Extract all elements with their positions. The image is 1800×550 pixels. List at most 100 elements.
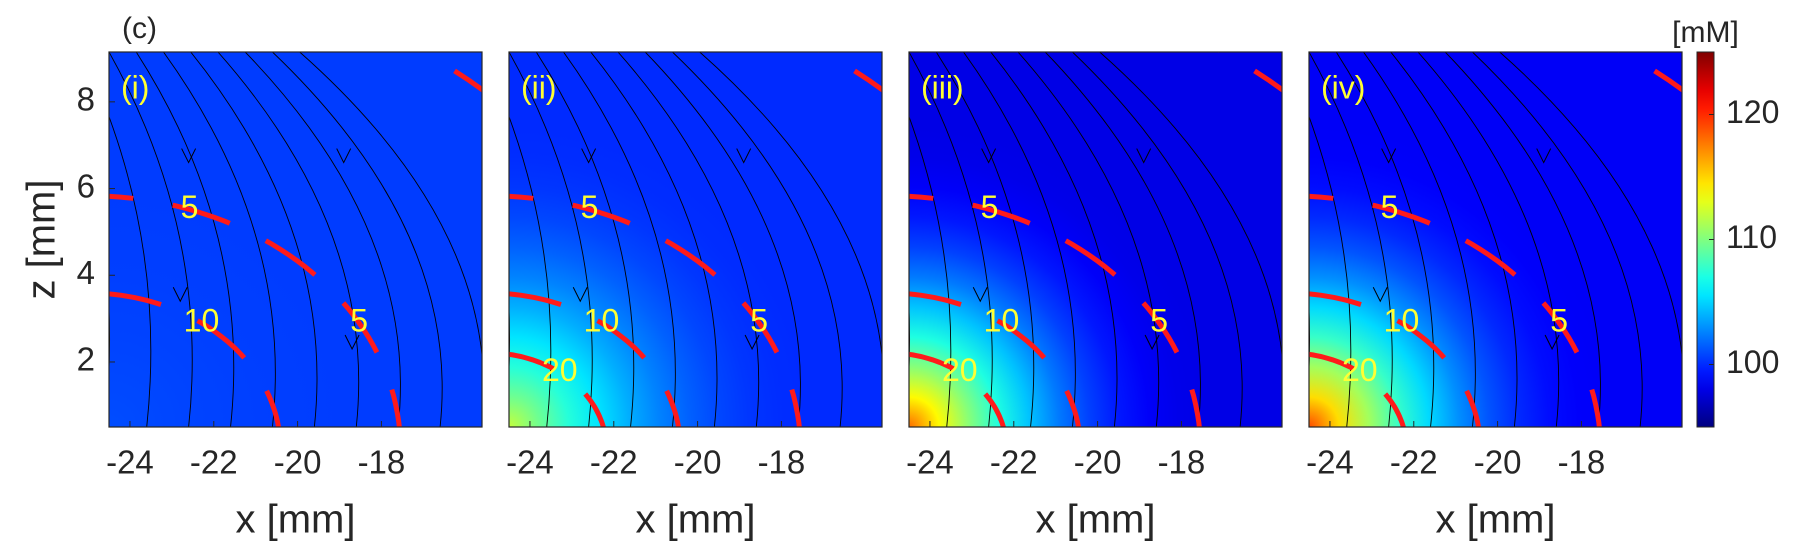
streamline (1309, 115, 1352, 427)
streamline (217, 52, 360, 427)
colorbar-label: [mM] (1672, 16, 1739, 49)
contour-label: 2 (1185, 16, 1203, 52)
stream-arrow (1381, 148, 1397, 164)
contour-line (509, 193, 802, 427)
streamline (644, 52, 801, 427)
contour-line (909, 351, 1006, 427)
streamline (190, 52, 318, 427)
streamline (672, 52, 843, 427)
x-tick-label: -20 (1474, 444, 1522, 481)
colorbar-tick-label: 110 (1726, 219, 1777, 255)
contour-label: 20 (1342, 352, 1378, 388)
streamline (1417, 52, 1560, 427)
contour-line (109, 291, 282, 427)
x-tick-label: -24 (506, 444, 554, 481)
stream-arrow (1144, 334, 1160, 351)
streamline (909, 52, 993, 427)
streamline (535, 52, 635, 427)
contour-line (509, 291, 682, 427)
streamline (1309, 52, 1393, 427)
contour-label: 10 (1384, 302, 1420, 338)
x-tick-label: -20 (674, 444, 722, 481)
contour-line (1309, 193, 1602, 427)
y-tick-label: 2 (77, 341, 95, 378)
y-tick-label: 4 (77, 254, 95, 291)
x-tick-label: -22 (190, 444, 238, 481)
streamline (244, 52, 401, 427)
plot-frame (908, 51, 1283, 428)
x-tick-label: -18 (758, 444, 806, 481)
stream-arrow (1136, 148, 1152, 164)
contour-label: 5 (981, 189, 999, 225)
contour-line (909, 193, 1202, 427)
streamline (1499, 52, 1682, 427)
stream-arrow (972, 287, 988, 303)
streamline (563, 52, 676, 427)
stream-arrow (1544, 334, 1560, 351)
stream-arrow (744, 334, 760, 351)
x-axis-label: x [mm] (636, 498, 756, 542)
contour-label: 5 (181, 189, 199, 225)
contour-label: 20 (542, 352, 578, 388)
contour-line (509, 351, 606, 427)
contour-line (1309, 291, 1482, 427)
streamline (1390, 52, 1518, 427)
streamline (1044, 52, 1201, 427)
y-tick-label: 8 (77, 81, 95, 118)
x-axis-label: x [mm] (1436, 498, 1556, 542)
panel-label: (ii) (521, 69, 557, 105)
panel-label: (iii) (921, 69, 964, 105)
stream-arrow (172, 287, 188, 303)
x-axis-label: x [mm] (236, 498, 356, 542)
stream-arrow (581, 148, 597, 164)
x-axis-label: x [mm] (1036, 498, 1156, 542)
contour-label: 5 (1381, 189, 1399, 225)
streamline (299, 52, 482, 427)
streamline (135, 52, 235, 427)
contour-label: 20 (942, 352, 978, 388)
x-tick-label: -24 (106, 444, 154, 481)
streamline (509, 52, 593, 427)
streamline (963, 52, 1076, 427)
contour-label: 5 (750, 302, 768, 338)
stream-arrow (981, 148, 997, 164)
stream-arrow (1372, 287, 1388, 303)
x-tick-label: -20 (1074, 444, 1122, 481)
contour-line (109, 193, 402, 427)
figure-label: (c) (122, 12, 157, 45)
x-tick-label: -18 (358, 444, 406, 481)
streamline (109, 52, 193, 427)
streamline (509, 115, 552, 427)
stream-arrow (1536, 148, 1552, 164)
x-tick-label: -24 (1306, 444, 1354, 481)
panel-label: (i) (121, 69, 149, 105)
streamline (699, 52, 882, 427)
streamline (109, 115, 152, 427)
plot-frame (1308, 51, 1683, 428)
streamline (1099, 52, 1282, 427)
contour-label: 2 (1585, 16, 1603, 52)
plot-layer: 2 5 5 10 (109, 16, 482, 427)
contour-line (1309, 351, 1406, 427)
streamline (935, 52, 1035, 427)
contour-label: 10 (984, 302, 1020, 338)
contour-label: 2 (385, 16, 403, 52)
stream-arrow (344, 334, 360, 351)
y-axis-label: z [mm] (20, 180, 64, 300)
stream-arrow (572, 287, 588, 303)
colorbar-tick-label: 120 (1726, 94, 1779, 130)
contour-label: 5 (1550, 302, 1568, 338)
streamline (1072, 52, 1243, 427)
y-tick-label: 6 (77, 167, 95, 204)
stream-arrow (181, 148, 197, 164)
streamline (1444, 52, 1601, 427)
contour-label: 5 (1150, 302, 1168, 338)
streamline (1017, 52, 1160, 427)
contour-line (909, 291, 1082, 427)
x-tick-label: -22 (590, 444, 638, 481)
streamline (990, 52, 1118, 427)
x-tick-label: -22 (1390, 444, 1438, 481)
x-tick-label: -22 (990, 444, 1038, 481)
x-tick-label: -18 (1158, 444, 1206, 481)
